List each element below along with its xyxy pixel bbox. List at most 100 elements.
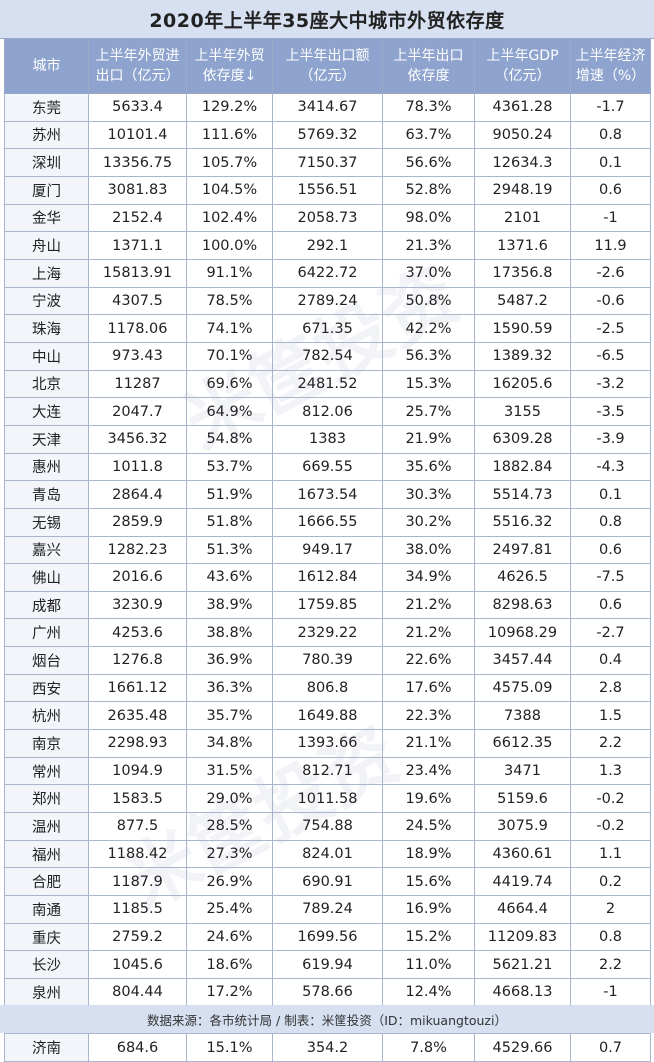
growth-cell: -1 <box>570 203 651 233</box>
growth-cell: 0.1 <box>570 480 651 509</box>
growth-cell: -2.7 <box>570 618 651 648</box>
table-row: 郑州 1583.5 29.0% 1011.58 19.6% 5159.6 -0.2 <box>4 784 651 814</box>
export-dependence-cell: 56.6% <box>382 148 475 177</box>
trade-dependence-cell: 70.1% <box>186 341 273 371</box>
city-cell: 上海 <box>4 258 89 288</box>
trade-dependence-cell: 17.2% <box>186 978 273 1007</box>
table-row: 青岛 2864.4 51.9% 1673.54 30.3% 5514.73 0.1 <box>4 480 651 509</box>
export-cell: 824.01 <box>272 839 383 869</box>
trade-dependence-cell: 74.1% <box>186 314 273 343</box>
header-trade-dependence: 上半年外贸 依存度↓ <box>186 38 273 94</box>
trade-total-cell: 2152.4 <box>88 203 187 233</box>
trade-dependence-cell: 51.9% <box>186 480 273 509</box>
gdp-cell: 4361.28 <box>474 93 571 122</box>
export-dependence-cell: 42.2% <box>382 314 475 343</box>
trade-total-cell: 11287 <box>88 369 187 399</box>
gdp-cell: 2497.81 <box>474 535 571 565</box>
table-row: 重庆 2759.2 24.6% 1699.56 15.2% 11209.83 0.8 <box>4 922 651 952</box>
trade-total-cell: 1045.6 <box>88 950 187 979</box>
city-cell: 宁波 <box>4 286 89 316</box>
export-dependence-cell: 22.3% <box>382 701 475 731</box>
trade-total-cell: 1661.12 <box>88 673 187 703</box>
trade-dependence-cell: 36.9% <box>186 646 273 675</box>
gdp-cell: 5514.73 <box>474 480 571 509</box>
export-dependence-cell: 11.0% <box>382 950 475 979</box>
city-cell: 舟山 <box>4 231 89 260</box>
growth-cell: 2.2 <box>570 729 651 758</box>
trade-total-cell: 2298.93 <box>88 729 187 758</box>
growth-cell: 0.8 <box>570 507 651 537</box>
gdp-cell: 4529.66 <box>474 1033 571 1062</box>
export-cell: 1673.54 <box>272 480 383 509</box>
city-cell: 珠海 <box>4 314 89 343</box>
header-trade-total: 上半年外贸进 出口（亿元） <box>88 38 187 94</box>
export-dependence-cell: 30.2% <box>382 507 475 537</box>
export-dependence-cell: 56.3% <box>382 341 475 371</box>
export-dependence-cell: 21.2% <box>382 618 475 648</box>
city-cell: 中山 <box>4 341 89 371</box>
export-dependence-cell: 52.8% <box>382 175 475 205</box>
export-dependence-cell: 98.0% <box>382 203 475 233</box>
header-growth: 上半年经济 增速（%） <box>570 38 651 94</box>
export-dependence-cell: 24.5% <box>382 812 475 841</box>
gdp-cell: 6612.35 <box>474 729 571 758</box>
table-row: 南通 1185.5 25.4% 789.24 16.9% 4664.4 2 <box>4 895 651 924</box>
header-export-dependence: 上半年出口 依存度 <box>382 38 475 94</box>
gdp-cell: 3471 <box>474 756 571 786</box>
table-row: 无锡 2859.9 51.8% 1666.55 30.2% 5516.32 0.8 <box>4 507 651 537</box>
export-cell: 2789.24 <box>272 286 383 316</box>
export-cell: 754.88 <box>272 812 383 841</box>
trade-dependence-cell: 78.5% <box>186 286 273 316</box>
export-dependence-cell: 15.3% <box>382 369 475 399</box>
export-dependence-cell: 21.3% <box>382 231 475 260</box>
table-row: 常州 1094.9 31.5% 812.71 23.4% 3471 1.3 <box>4 756 651 786</box>
export-dependence-cell: 25.7% <box>382 397 475 426</box>
trade-dependence-cell: 34.8% <box>186 729 273 758</box>
table-row: 广州 4253.6 38.8% 2329.22 21.2% 10968.29 -2.7 <box>4 618 651 648</box>
export-cell: 1759.85 <box>272 590 383 620</box>
gdp-cell: 4360.61 <box>474 839 571 869</box>
trade-dependence-cell: 111.6% <box>186 120 273 150</box>
trade-dependence-cell: 104.5% <box>186 175 273 205</box>
growth-cell: -0.6 <box>570 286 651 316</box>
trade-total-cell: 1011.8 <box>88 452 187 482</box>
growth-cell: -3.9 <box>570 424 651 454</box>
table-row: 珠海 1178.06 74.1% 671.35 42.2% 1590.59 -2.5 <box>4 314 651 343</box>
growth-cell: -0.2 <box>570 784 651 814</box>
export-dependence-cell: 15.2% <box>382 922 475 952</box>
trade-total-cell: 3456.32 <box>88 424 187 454</box>
export-dependence-cell: 16.9% <box>382 895 475 924</box>
city-cell: 常州 <box>4 756 89 786</box>
trade-total-cell: 5633.4 <box>88 93 187 122</box>
export-dependence-cell: 63.7% <box>382 120 475 150</box>
export-cell: 354.2 <box>272 1033 383 1062</box>
table-body: 东莞 5633.4 129.2% 3414.67 78.3% 4361.28 -1.7 苏州 1… <box>4 93 651 1062</box>
trade-dependence-cell: 102.4% <box>186 203 273 233</box>
table-row: 嘉兴 1282.23 51.3% 949.17 38.0% 2497.81 0.6 <box>4 535 651 565</box>
export-dependence-cell: 22.6% <box>382 646 475 675</box>
data-table: 城市 上半年外贸进 出口（亿元） 上半年外贸 依存度↓ 上半年出口额 （亿元） 上半年出… <box>4 38 651 1062</box>
growth-cell: -3.2 <box>570 369 651 399</box>
export-dependence-cell: 30.3% <box>382 480 475 509</box>
gdp-cell: 4419.74 <box>474 867 571 897</box>
gdp-cell: 1590.59 <box>474 314 571 343</box>
export-cell: 806.8 <box>272 673 383 703</box>
export-cell: 2058.73 <box>272 203 383 233</box>
export-cell: 7150.37 <box>272 148 383 177</box>
header-row: 城市 上半年外贸进 出口（亿元） 上半年外贸 依存度↓ 上半年出口额 （亿元） 上半年出… <box>4 38 651 94</box>
trade-total-cell: 1276.8 <box>88 646 187 675</box>
export-cell: 619.94 <box>272 950 383 979</box>
trade-total-cell: 1185.5 <box>88 895 187 924</box>
city-cell: 大连 <box>4 397 89 426</box>
city-cell: 惠州 <box>4 452 89 482</box>
gdp-cell: 5516.32 <box>474 507 571 537</box>
city-cell: 郑州 <box>4 784 89 814</box>
city-cell: 泉州 <box>4 978 89 1007</box>
trade-total-cell: 2016.6 <box>88 563 187 592</box>
growth-cell: -1 <box>570 978 651 1007</box>
trade-dependence-cell: 25.4% <box>186 895 273 924</box>
trade-dependence-cell: 35.7% <box>186 701 273 731</box>
city-cell: 佛山 <box>4 563 89 592</box>
growth-cell: 0.8 <box>570 922 651 952</box>
export-dependence-cell: 21.2% <box>382 590 475 620</box>
